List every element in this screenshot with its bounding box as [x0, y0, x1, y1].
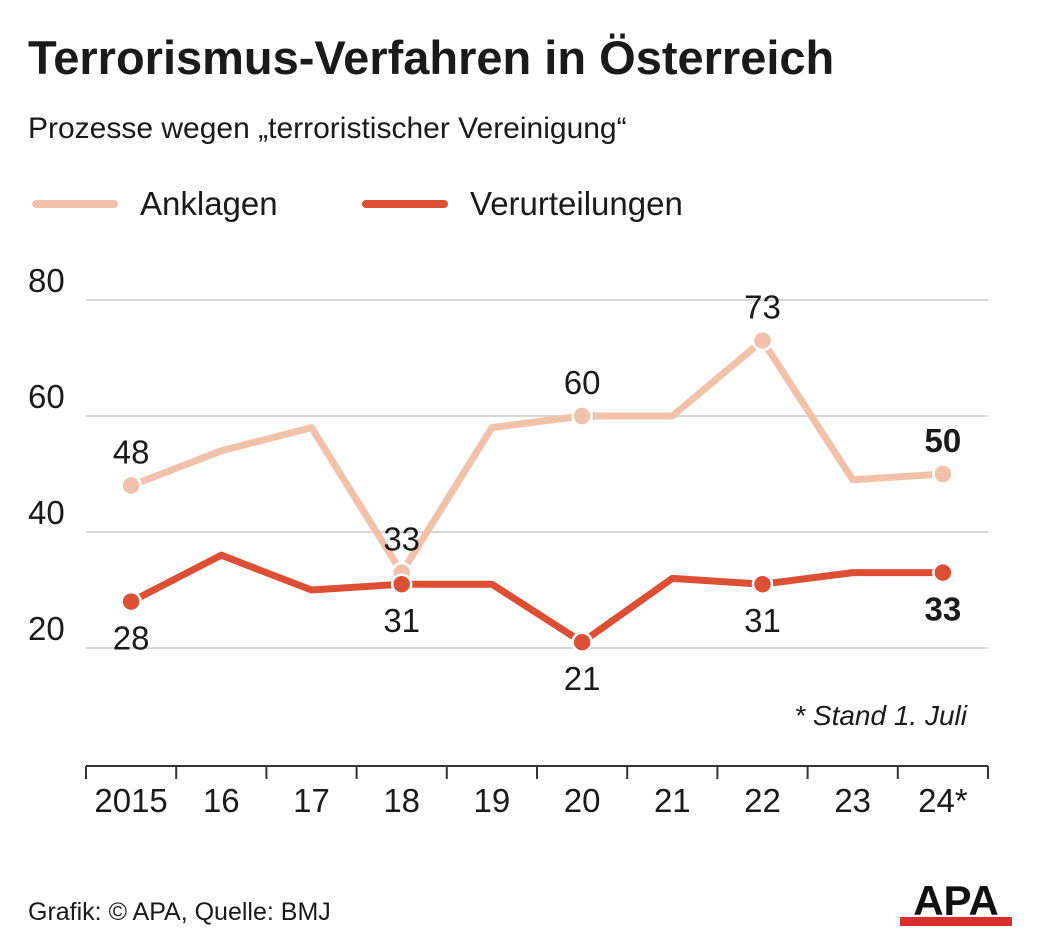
x-tick-label-9: 24* [918, 782, 968, 819]
data-point-verurteilungen-9 [932, 561, 954, 584]
data-label-anklagen-5: 60 [564, 364, 601, 401]
data-point-anklagen-0 [120, 474, 142, 497]
apa-logo: APA [900, 880, 1012, 926]
y-tick-label-20: 20 [28, 610, 65, 647]
data-point-verurteilungen-5 [571, 631, 593, 653]
footnote: * Stand 1. Juli [794, 700, 967, 731]
x-tick-label-4: 19 [474, 782, 511, 819]
data-label-anklagen-7: 73 [744, 289, 781, 326]
x-tick-label-7: 22 [744, 782, 781, 819]
x-tick-label-6: 21 [654, 782, 691, 819]
data-point-anklagen-9 [932, 463, 954, 485]
data-label-verurteilungen-0: 28 [113, 620, 150, 657]
x-tick-label-8: 23 [834, 782, 871, 819]
data-point-verurteilungen-3 [390, 573, 413, 595]
legend-label-anklagen: Anklagen [140, 185, 278, 222]
data-label-anklagen-9: 50 [925, 422, 962, 459]
series-line-verurteilungen [127, 551, 947, 646]
data-point-anklagen-5 [571, 405, 593, 427]
data-label-anklagen-0: 48 [113, 434, 150, 471]
legend-item-anklagen: Anklagen [32, 184, 278, 224]
data-label-verurteilungen-5: 21 [564, 660, 601, 697]
legend-item-verurteilungen: Verurteilungen [362, 184, 683, 224]
y-tick-label-40: 40 [28, 494, 65, 531]
data-label-anklagen-3: 33 [383, 521, 420, 558]
legend-label-verurteilungen: Verurteilungen [470, 185, 683, 222]
data-point-anklagen-7 [751, 329, 774, 352]
legend-swatch-verurteilungen [362, 200, 448, 208]
x-tick-label-1: 16 [203, 782, 240, 819]
data-point-verurteilungen-7 [751, 573, 774, 595]
data-point-verurteilungen-0 [120, 590, 142, 613]
x-tick-label-2: 17 [293, 782, 330, 819]
source-credit: Grafik: © APA, Quelle: BMJ [28, 898, 331, 926]
apa-logo-bar [900, 917, 1012, 926]
apa-logo-text: APA [913, 880, 999, 924]
chart-title: Terrorismus-Verfahren in Österreich [28, 31, 835, 84]
series-line-anklagen [127, 337, 947, 577]
data-label-verurteilungen-3: 31 [383, 602, 420, 639]
x-tick-label-5: 20 [564, 782, 601, 819]
y-tick-label-60: 60 [28, 378, 65, 415]
data-label-verurteilungen-7: 31 [744, 602, 781, 639]
chart-subtitle: Prozesse wegen „terroristischer Vereinig… [28, 112, 627, 145]
legend-swatch-anklagen [32, 200, 118, 208]
data-label-verurteilungen-9: 33 [925, 591, 962, 628]
x-tick-label-0: 2015 [94, 782, 167, 819]
y-tick-label-80: 80 [28, 262, 65, 299]
x-tick-label-3: 18 [383, 782, 420, 819]
